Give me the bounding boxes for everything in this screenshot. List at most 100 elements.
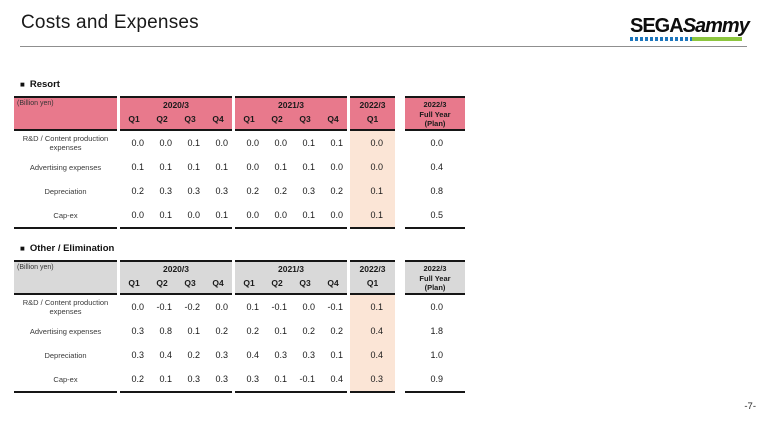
section-label: Resort	[29, 79, 60, 90]
value-cell: -0.1	[156, 302, 172, 312]
value-row: 0.1 0.1 0.1 0.1	[120, 155, 232, 179]
full-year-column: 2022/3 Full Year (Plan) 0.0 1.8 1.0 0.9	[405, 260, 465, 393]
group-values: 0.0 0.0 0.1 0.1 0.0 0.1 0.1 0.0 0.2 0.2 0.3 0.2 0.0 0…	[235, 131, 347, 227]
value-cell: 0.1	[215, 162, 228, 172]
value-cell: 0.3	[274, 350, 287, 360]
quarter-label: Q3	[184, 114, 196, 124]
quarter-label: Q4	[212, 114, 224, 124]
year-label: 2020/3	[163, 100, 189, 110]
value-cell: 0.4	[370, 326, 383, 336]
value-cell: 0.3	[131, 326, 144, 336]
value-cell: 0.0	[370, 162, 383, 172]
value-row: 0.1 -0.1 0.0 -0.1	[235, 295, 347, 319]
unit-label: (Billion yen)	[14, 98, 117, 131]
value-row: 0.2 0.1 0.3 0.3	[120, 367, 232, 391]
full-year-header: 2022/3 Full Year (Plan)	[405, 262, 465, 295]
row-label: Advertising expenses	[29, 162, 102, 172]
row-labels: R&D / Content production expenses Adverti…	[14, 131, 117, 227]
value-cell: 0.0	[131, 210, 144, 220]
resort-table: (Billion yen) R&D / Content production ex…	[14, 96, 465, 229]
value-cell: 0.3	[302, 350, 315, 360]
group-values: 0.0 -0.1 -0.2 0.0 0.3 0.8 0.1 0.2 0.3 0.4 0.2 0.3 0.…	[120, 295, 232, 391]
current-quarter-column: 2022/3 Q1 0.1 0.4 0.4 0.3	[350, 260, 395, 393]
section-bullet-icon: ■	[20, 80, 25, 89]
value-cell: 0.4	[159, 350, 172, 360]
logo-sega-text: SEGA	[630, 15, 684, 37]
quarter-label: Q2	[271, 114, 283, 124]
value-cell: 0.2	[330, 186, 343, 196]
value-cell: 0.1	[131, 162, 144, 172]
value-row: 0.0 0.1 0.0 0.1	[120, 203, 232, 227]
group-values: 0.0 0.0 0.1 0.0 0.1 0.1 0.1 0.1 0.2 0.3 0.3 0.3 0.0 0…	[120, 131, 232, 227]
value-cell: 0.3	[187, 186, 200, 196]
value-cell: 0.9	[430, 374, 443, 384]
value-cell: 1.8	[430, 326, 443, 336]
segasammy-logo: SEGASammy	[630, 15, 750, 41]
logo-underline-blue	[630, 37, 692, 41]
quarter-label: Q3	[299, 278, 311, 288]
quarter-label: Q2	[271, 278, 283, 288]
row-label: Cap-ex	[53, 374, 78, 384]
quarter-labels: Q1 Q2 Q3 Q4	[235, 111, 347, 129]
quarter-label: Q1	[243, 114, 255, 124]
current-quarter-values: 0.1 0.4 0.4 0.3	[350, 295, 395, 391]
value-cell: 0.2	[187, 350, 200, 360]
current-quarter-header: 2022/3 Q1	[350, 262, 395, 295]
value-cell: 0.1	[274, 162, 287, 172]
label-column: (Billion yen) R&D / Content production ex…	[14, 260, 117, 393]
value-cell: -0.1	[327, 302, 343, 312]
value-cell: 0.0	[302, 302, 315, 312]
label-column: (Billion yen) R&D / Content production ex…	[14, 96, 117, 229]
quarter-label: Q1	[243, 278, 255, 288]
value-cell: 0.0	[430, 138, 443, 148]
full-year-header-line: Full Year	[419, 273, 451, 283]
value-row: 0.3 0.8 0.1 0.2	[120, 319, 232, 343]
value-cell: 0.8	[430, 186, 443, 196]
value-cell: 0.1	[159, 162, 172, 172]
year-group: 2021/3 Q1 Q2 Q3 Q4 0.1 -0.1 0.0 -0.1 0.2 0.1 0.2 0.2…	[235, 260, 347, 393]
value-cell: 0.1	[187, 326, 200, 336]
value-cell: 0.3	[302, 186, 315, 196]
logo-underline	[630, 37, 742, 41]
value-row: 0.2 0.1 0.2 0.2	[235, 319, 347, 343]
value-cell: 0.0	[330, 210, 343, 220]
value-row: 0.3 0.4 0.2 0.3	[120, 343, 232, 367]
value-row: 0.0 0.1 0.1 0.0	[235, 155, 347, 179]
quarter-label: Q4	[327, 278, 339, 288]
value-cell: 0.0	[246, 210, 259, 220]
value-row: 0.3 0.1 -0.1 0.4	[235, 367, 347, 391]
value-cell: 0.1	[274, 374, 287, 384]
value-cell: 1.0	[430, 350, 443, 360]
value-cell: 0.2	[246, 186, 259, 196]
value-cell: 0.2	[274, 186, 287, 196]
value-cell: 0.3	[215, 374, 228, 384]
logo-sammy-text: Sammy	[682, 15, 750, 37]
full-year-header: 2022/3 Full Year (Plan)	[405, 98, 465, 131]
quarter-label: Q1	[128, 278, 140, 288]
resort-section: ■ Resort (Billion yen) R&D / Content prod…	[14, 79, 465, 229]
year-label: 2022/3	[359, 264, 386, 274]
value-cell: 0.1	[215, 210, 228, 220]
quarter-label: Q4	[212, 278, 224, 288]
logo-underline-green	[691, 37, 742, 41]
full-year-column: 2022/3 Full Year (Plan) 0.0 0.4 0.8 0.5	[405, 96, 465, 229]
value-cell: 0.0	[246, 138, 259, 148]
value-cell: 0.0	[330, 162, 343, 172]
full-year-values: 0.0 1.8 1.0 0.9	[405, 295, 465, 391]
value-row: 0.2 0.2 0.3 0.2	[235, 179, 347, 203]
value-cell: 0.0	[159, 138, 172, 148]
group-values: 0.1 -0.1 0.0 -0.1 0.2 0.1 0.2 0.2 0.4 0.3 0.3 0.1 0.…	[235, 295, 347, 391]
quarter-label: Q2	[156, 114, 168, 124]
quarter-label: Q3	[184, 278, 196, 288]
value-cell: 0.3	[159, 186, 172, 196]
value-cell: 0.1	[187, 162, 200, 172]
value-cell: 0.0	[430, 302, 443, 312]
group-header: 2021/3 Q1 Q2 Q3 Q4	[235, 98, 347, 131]
current-quarter-values: 0.0 0.0 0.1 0.1	[350, 131, 395, 227]
year-group: 2020/3 Q1 Q2 Q3 Q4 0.0 -0.1 -0.2 0.0 0.3 0.8 0.1 0.2…	[120, 260, 232, 393]
value-cell: 0.0	[274, 138, 287, 148]
value-cell: 0.3	[370, 374, 383, 384]
quarter-labels: Q1 Q2 Q3 Q4	[120, 275, 232, 293]
quarter-label: Q1	[366, 278, 379, 288]
row-label: Cap-ex	[53, 210, 78, 220]
